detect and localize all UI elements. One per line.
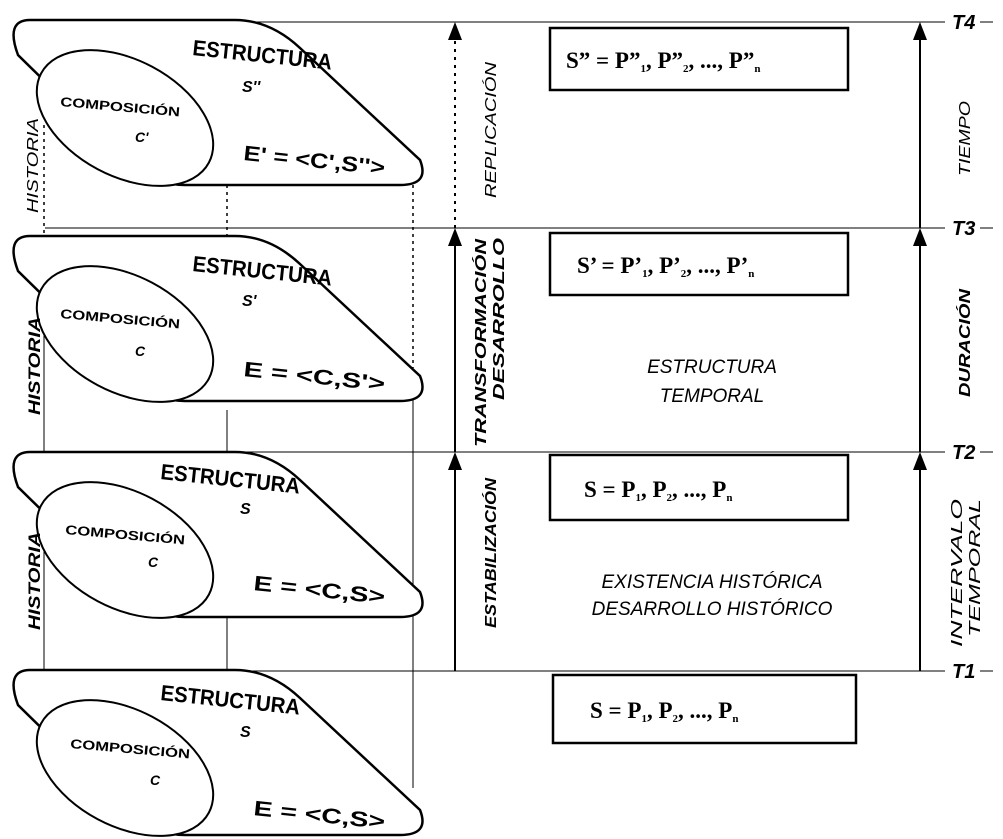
- intervalo-label: INTERVALO: [949, 499, 966, 647]
- replicacion-label: REPLICACIÓN: [481, 61, 500, 198]
- formula-box-text: S = P1, P2, ..., Pn: [584, 477, 732, 504]
- duracion-arrowhead: [913, 228, 927, 246]
- duracion-label: DURACIÓN: [955, 288, 974, 397]
- estructura-symbol: S: [240, 501, 251, 518]
- estructura-temporal-line1: ESTRUCTURA: [647, 357, 777, 378]
- formula-box-s-bottom: S = P1, P2, ..., Pn: [551, 673, 858, 745]
- composicion-ellipse: [35, 699, 215, 837]
- composicion-ellipse: [35, 481, 215, 619]
- composicion-symbol: C: [135, 343, 146, 359]
- transformation-arrowhead: [448, 228, 462, 246]
- historia-label-3: HISTORIA: [25, 317, 44, 415]
- estructura-symbol: S: [240, 724, 251, 741]
- time-mark-t2: T2: [952, 442, 975, 464]
- time-mark-t3: T3: [952, 218, 975, 240]
- composicion-ellipse: [35, 49, 215, 187]
- formula-box-s-double: S” = P”1, P”2, ..., P”n: [548, 26, 850, 92]
- formula-box-frame: [548, 231, 850, 297]
- estructura-symbol: S': [242, 293, 258, 310]
- composicion-symbol: C': [135, 129, 149, 145]
- stabilization-arrowhead: [448, 452, 462, 470]
- estructura-symbol: S'': [242, 79, 261, 96]
- time-mark-t1: T1: [952, 661, 975, 683]
- formula-box-frame: [551, 673, 858, 745]
- formula-box-frame: [548, 453, 850, 522]
- formula-box-s-prime: S’ = P’1, P’2, ..., P’n: [548, 231, 850, 297]
- estabilizacion-label: ESTABILIZACIÓN: [481, 477, 500, 628]
- replication-arrowhead: [448, 22, 462, 40]
- desarrollo-historico: DESARROLLO HISTÓRICO: [592, 598, 833, 620]
- panel-1: COMPOSICIÓN C ESTRUCTURA S E = <C,S>: [12, 668, 424, 837]
- transformacion-label: TRANSFORMACIÓN: [471, 238, 490, 447]
- formula-box-frame: [548, 26, 850, 92]
- formula-box-text: S” = P”1, P”2, ..., P”n: [566, 48, 760, 75]
- historia-label-4: HISTORIA: [25, 118, 42, 213]
- composicion-ellipse: [35, 265, 215, 403]
- formula-box-text: S’ = P’1, P’2, ..., P’n: [577, 253, 754, 280]
- intervalo-arrowhead: [913, 452, 927, 470]
- temporal-label: TEMPORAL: [967, 499, 984, 637]
- formula-box-s: S = P1, P2, ..., Pn: [548, 453, 850, 522]
- tiempo-label: TIEMPO: [957, 101, 974, 176]
- desarrollo-label: DESARROLLO: [491, 237, 508, 400]
- composicion-symbol: C: [148, 554, 159, 570]
- panel-3: COMPOSICIÓN C ESTRUCTURA S' E = <C,S'>: [12, 234, 424, 403]
- tiempo-arrowhead: [913, 22, 927, 40]
- formula-box-text: S = P1, P2, ..., Pn: [590, 698, 738, 725]
- panel-2: COMPOSICIÓN C ESTRUCTURA S E = <C,S>: [12, 450, 424, 619]
- composicion-symbol: C: [150, 772, 161, 788]
- panel-4: COMPOSICIÓN C' ESTRUCTURA S'' E' = <C',S…: [12, 18, 424, 187]
- historia-label-2: HISTORIA: [25, 532, 44, 630]
- existencia-historica: EXISTENCIA HISTÓRICA: [602, 571, 823, 593]
- estructura-temporal-line2: TEMPORAL: [660, 386, 765, 407]
- time-mark-t4: T4: [952, 12, 975, 34]
